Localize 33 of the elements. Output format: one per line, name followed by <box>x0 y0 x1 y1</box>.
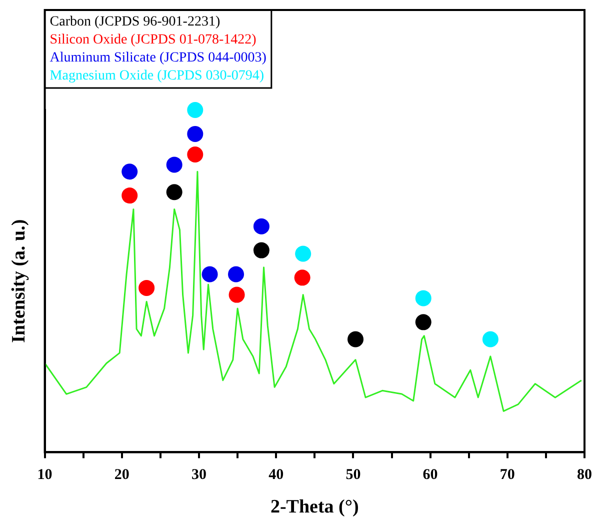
text: Carbon (JCPDS 96-901-2231) <box>50 14 220 30</box>
point <box>228 286 245 303</box>
point <box>187 126 204 142</box>
x-tick-label: 10 <box>37 467 52 484</box>
point <box>122 188 138 204</box>
x-tick-label: 60 <box>422 467 438 484</box>
point <box>187 146 204 162</box>
point <box>253 218 270 234</box>
x-tick-label: 50 <box>346 467 361 484</box>
y-axis-title: Intensity (a. u.) <box>8 219 30 343</box>
point <box>202 266 218 282</box>
point <box>228 266 244 282</box>
x-tick-label: 20 <box>114 467 130 484</box>
x-axis-title: 2-Theta (°) <box>270 496 359 518</box>
text: Magnesium Oxide (JCPDS 030-0794) <box>50 68 264 84</box>
point <box>295 246 312 262</box>
point <box>415 290 432 306</box>
x-tick-label: 40 <box>268 467 284 484</box>
point <box>187 102 204 118</box>
text: Aluminum Silicate (JCPDS 044-0003) <box>50 50 267 66</box>
point <box>482 331 498 348</box>
point <box>122 164 138 180</box>
point <box>415 314 432 330</box>
text: Silicon Oxide (JCPDS 01-078-1422) <box>50 32 257 48</box>
point <box>166 156 182 173</box>
point <box>138 280 155 296</box>
point <box>166 184 182 200</box>
point <box>294 270 310 286</box>
point <box>348 331 364 348</box>
point <box>253 242 270 258</box>
x-tick-label: 80 <box>577 467 592 484</box>
x-tick-label: 30 <box>192 467 206 484</box>
x-tick-label: 70 <box>500 467 515 484</box>
